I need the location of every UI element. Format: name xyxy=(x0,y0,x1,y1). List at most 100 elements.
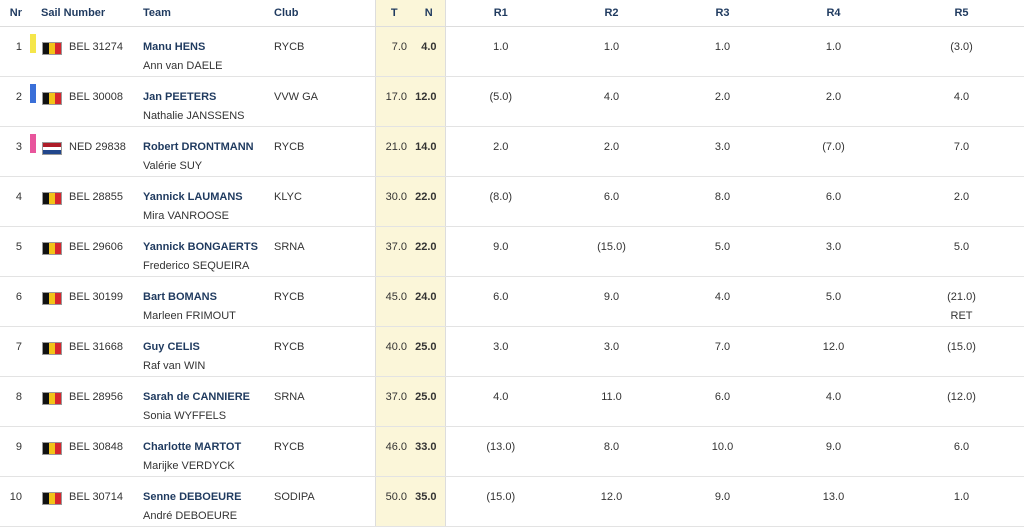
belgium-flag-icon xyxy=(42,292,62,305)
rank: 1 xyxy=(15,41,22,53)
net-points: 25.0 xyxy=(415,391,437,403)
team-cell: Sarah de CANNIERE Sonia WYFFELS xyxy=(136,376,266,427)
skipper-name[interactable]: Yannick LAUMANS xyxy=(143,191,243,203)
crew-name: Ann van DAELE xyxy=(143,60,223,72)
table-row[interactable]: 10 BEL 30714 Senne DEBOEURE André DEBOEU… xyxy=(0,476,1024,527)
table-row[interactable]: 7 BEL 31668 Guy CELIS Raf van WIN RYCB 4… xyxy=(0,326,1024,377)
table-row[interactable]: 4 BEL 28855 Yannick LAUMANS Mira VANROOS… xyxy=(0,176,1024,227)
race-score: 9.0 xyxy=(493,241,509,253)
race-score: 3.0 xyxy=(493,341,509,353)
race-score: (21.0) xyxy=(947,291,976,303)
skipper-name[interactable]: Jan PEETERS xyxy=(143,91,217,103)
skipper-name[interactable]: Yannick BONGAERTS xyxy=(143,241,258,253)
race-score: (15.0) xyxy=(486,491,516,503)
header-r5[interactable]: R5 xyxy=(889,0,1024,27)
crew-name: Sonia WYFFELS xyxy=(143,410,227,422)
rank: 9 xyxy=(15,441,22,453)
r1-cell: (15.0) xyxy=(445,476,556,527)
table-row[interactable]: 2 BEL 30008 Jan PEETERS Nathalie JANSSEN… xyxy=(0,76,1024,127)
header-r2[interactable]: R2 xyxy=(556,0,667,27)
race-score: 13.0 xyxy=(822,491,845,503)
crew-name: Nathalie JANSSENS xyxy=(143,110,245,122)
race-score: 10.0 xyxy=(711,441,734,453)
r4-cell: 12.0 xyxy=(778,326,889,377)
race-score: 4.0 xyxy=(953,91,970,103)
header-team[interactable]: Team xyxy=(136,0,266,27)
skipper-name[interactable]: Bart BOMANS xyxy=(143,291,217,303)
r1-cell: 2.0 xyxy=(445,126,556,177)
header-total[interactable]: T xyxy=(374,0,413,27)
skipper-name[interactable]: Guy CELIS xyxy=(143,341,200,353)
race-score: 6.0 xyxy=(953,441,970,453)
sail-cell: BEL 30714 xyxy=(26,476,136,527)
race-score: 9.0 xyxy=(714,491,731,503)
race-score: (13.0) xyxy=(486,441,516,453)
sail-cell: BEL 29606 xyxy=(26,226,136,277)
header-club[interactable]: Club xyxy=(266,0,375,27)
r4-cell: 3.0 xyxy=(778,226,889,277)
color-marker xyxy=(30,134,36,153)
r3-cell: 1.0 xyxy=(667,26,778,77)
header-nr[interactable]: Nr xyxy=(0,0,26,27)
table-row[interactable]: 6 BEL 30199 Bart BOMANS Marleen FRIMOUT … xyxy=(0,276,1024,327)
table-row[interactable]: 9 BEL 30848 Charlotte MARTOT Marijke VER… xyxy=(0,426,1024,477)
race-score: 3.0 xyxy=(603,341,620,353)
net-points: 12.0 xyxy=(415,91,437,103)
skipper-name[interactable]: Robert DRONTMANN xyxy=(143,141,254,153)
club-cell: SODIPA xyxy=(266,476,375,527)
color-marker xyxy=(30,84,36,103)
race-score: 1.0 xyxy=(603,41,620,53)
sail-cell: BEL 31274 xyxy=(26,26,136,77)
club: RYCB xyxy=(274,141,305,153)
r2-cell: 1.0 xyxy=(556,26,667,77)
race-score: 4.0 xyxy=(714,291,731,303)
team-cell: Yannick BONGAERTS Frederico SEQUEIRA xyxy=(136,226,266,277)
r1-cell: 9.0 xyxy=(445,226,556,277)
r4-cell: 5.0 xyxy=(778,276,889,327)
skipper-name[interactable]: Manu HENS xyxy=(143,41,206,53)
table-row[interactable]: 8 BEL 28956 Sarah de CANNIERE Sonia WYFF… xyxy=(0,376,1024,427)
sail-number: BEL 28855 xyxy=(69,191,124,203)
skipper-name[interactable]: Senne DEBOEURE xyxy=(143,491,242,503)
header-r1[interactable]: R1 xyxy=(445,0,556,27)
r4-cell: (7.0) xyxy=(778,126,889,177)
race-score: 5.0 xyxy=(714,241,731,253)
race-score: 2.0 xyxy=(603,141,620,153)
rank-cell: 4 xyxy=(0,176,26,227)
net-points: 22.0 xyxy=(415,241,437,253)
table-row[interactable]: 3 NED 29838 Robert DRONTMANN Valérie SUY… xyxy=(0,126,1024,177)
race-score: (15.0) xyxy=(947,341,976,353)
skipper-name[interactable]: Sarah de CANNIERE xyxy=(143,391,250,403)
club: SRNA xyxy=(274,241,305,253)
sail-number: BEL 31668 xyxy=(69,341,124,353)
r1-cell: 3.0 xyxy=(445,326,556,377)
club: RYCB xyxy=(274,341,305,353)
team-cell: Senne DEBOEURE André DEBOEURE xyxy=(136,476,266,527)
total-points: 40.0 xyxy=(385,341,407,353)
table-row[interactable]: 5 BEL 29606 Yannick BONGAERTS Frederico … xyxy=(0,226,1024,277)
sail-cell: BEL 30848 xyxy=(26,426,136,477)
total-cell: 37.0 xyxy=(374,226,413,277)
r3-cell: 7.0 xyxy=(667,326,778,377)
race-score: 9.0 xyxy=(603,291,620,303)
r4-cell: 4.0 xyxy=(778,376,889,427)
team-cell: Robert DRONTMANN Valérie SUY xyxy=(136,126,266,177)
r5-cell: 2.0 xyxy=(889,176,1024,227)
header-net[interactable]: N xyxy=(413,0,446,27)
header-r3[interactable]: R3 xyxy=(667,0,778,27)
header-r4[interactable]: R4 xyxy=(778,0,889,27)
race-score: (15.0) xyxy=(597,241,626,253)
club-cell: RYCB xyxy=(266,26,375,77)
net-cell: 12.0 xyxy=(413,76,446,127)
net-points: 14.0 xyxy=(415,141,437,153)
net-points: 4.0 xyxy=(421,41,437,53)
rank: 4 xyxy=(15,191,22,203)
race-score: 6.0 xyxy=(714,391,731,403)
skipper-name[interactable]: Charlotte MARTOT xyxy=(143,441,242,453)
race-score: 3.0 xyxy=(714,141,731,153)
header-sail-number[interactable]: Sail Number xyxy=(26,0,136,27)
table-row[interactable]: 1 BEL 31274 Manu HENS Ann van DAELE RYCB… xyxy=(0,26,1024,77)
race-score: 3.0 xyxy=(825,241,842,253)
rank: 7 xyxy=(15,341,22,353)
